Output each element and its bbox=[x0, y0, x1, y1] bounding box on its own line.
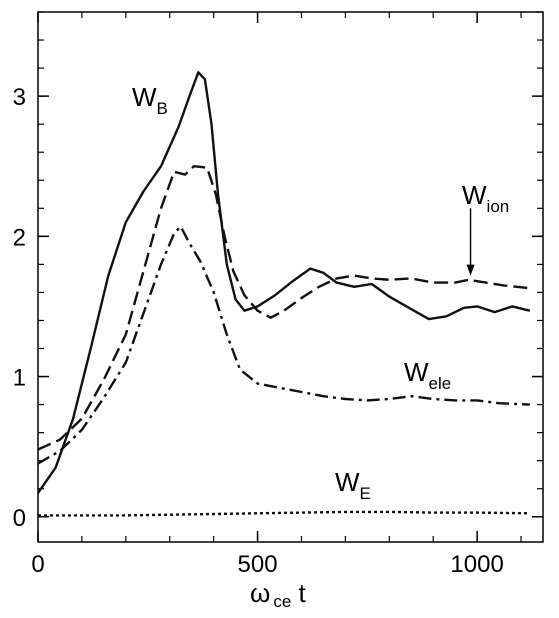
x-tick-label: 0 bbox=[31, 551, 44, 578]
y-tick-label: 0 bbox=[13, 505, 26, 532]
y-tick-label: 1 bbox=[13, 365, 26, 392]
series-line-wion bbox=[37, 165, 530, 451]
series-label-we: WE bbox=[335, 467, 371, 503]
series-label-wele: Wele bbox=[404, 357, 451, 393]
plot-frame bbox=[37, 11, 544, 543]
series-line-we bbox=[38, 510, 530, 517]
x-tick-label: 500 bbox=[238, 551, 278, 578]
x-axis-label: ω ce t bbox=[250, 578, 307, 611]
annotations bbox=[466, 208, 475, 276]
y-tick-label: 3 bbox=[13, 84, 26, 111]
series-label-wion: Wion bbox=[462, 180, 509, 216]
ion-arrow-head bbox=[466, 264, 475, 276]
series-line-wele bbox=[37, 225, 530, 465]
tick-labels: 0 500 1000 0 1 2 3 bbox=[13, 84, 504, 578]
x-tick-label: 1000 bbox=[450, 551, 503, 578]
series-lines bbox=[37, 71, 531, 517]
axis-ticks bbox=[37, 11, 543, 542]
series-line-wb bbox=[37, 71, 531, 494]
y-tick-label: 2 bbox=[13, 224, 26, 251]
series-label-wb: WB bbox=[132, 82, 168, 118]
